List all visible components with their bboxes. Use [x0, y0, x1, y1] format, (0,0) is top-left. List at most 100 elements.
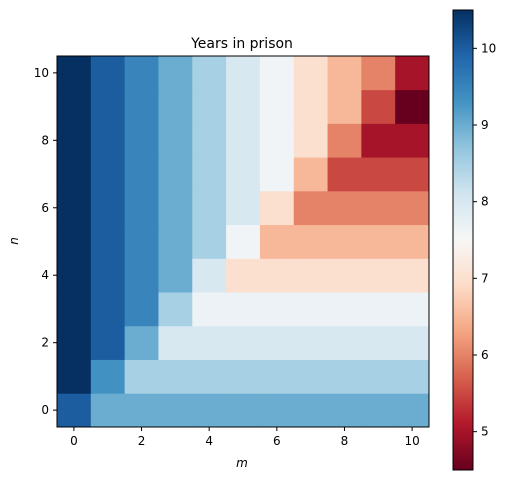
colorbar-tick-label: 10	[481, 41, 496, 55]
heatmap-cell	[91, 326, 125, 360]
heatmap-cell	[91, 393, 125, 427]
heatmap-cell	[260, 292, 294, 326]
x-tick-label: 4	[205, 434, 213, 448]
heatmap-cell	[226, 123, 260, 157]
heatmap-cell	[125, 292, 159, 326]
heatmap-cell	[158, 157, 192, 191]
heatmap-cell	[260, 123, 294, 157]
heatmap-cell	[125, 157, 159, 191]
heatmap-cell	[361, 123, 395, 157]
heatmap-cell	[395, 90, 429, 124]
heatmap-cell	[125, 360, 159, 394]
heatmap-cell	[361, 292, 395, 326]
colorbar-tick-label: 8	[481, 195, 489, 209]
x-tick-label: 2	[138, 434, 146, 448]
heatmap-cell	[260, 326, 294, 360]
heatmap-cell	[91, 90, 125, 124]
heatmap-cell	[125, 123, 159, 157]
heatmap-cell	[328, 191, 362, 225]
heatmap-cell	[158, 292, 192, 326]
heatmap-cell	[395, 191, 429, 225]
colorbar-tick-label: 6	[481, 348, 489, 362]
y-tick-label: 6	[41, 201, 49, 215]
heatmap-cell	[192, 90, 226, 124]
colorbar-tick-label: 9	[481, 118, 489, 132]
heatmap-cell	[328, 292, 362, 326]
heatmap-cell	[361, 90, 395, 124]
heatmap-cell	[226, 157, 260, 191]
heatmap-cells	[57, 56, 429, 427]
y-tick-label: 4	[41, 268, 49, 282]
heatmap-cell	[294, 326, 328, 360]
x-tick-label: 10	[404, 434, 419, 448]
x-tick-label: 6	[273, 434, 281, 448]
heatmap-cell	[158, 56, 192, 90]
heatmap-cell	[226, 56, 260, 90]
heatmap-cell	[294, 191, 328, 225]
heatmap-cell	[192, 292, 226, 326]
y-axis-label: n	[7, 237, 21, 245]
heatmap-cell	[125, 191, 159, 225]
heatmap-cell	[328, 90, 362, 124]
heatmap-cell	[395, 360, 429, 394]
heatmap-cell	[294, 56, 328, 90]
heatmap-cell	[91, 225, 125, 259]
heatmap-cell	[57, 191, 91, 225]
y-tick-label: 8	[41, 133, 49, 147]
heatmap-cell	[226, 191, 260, 225]
heatmap-cell	[395, 123, 429, 157]
heatmap-cell	[192, 123, 226, 157]
heatmap-cell	[91, 56, 125, 90]
heatmap-cell	[328, 225, 362, 259]
heatmap-cell	[192, 360, 226, 394]
heatmap-cell	[395, 292, 429, 326]
heatmap-cell	[158, 90, 192, 124]
heatmap-cell	[57, 225, 91, 259]
heatmap-cell	[125, 225, 159, 259]
heatmap-cell	[91, 191, 125, 225]
heatmap-cell	[226, 393, 260, 427]
heatmap-cell	[57, 157, 91, 191]
heatmap-cell	[395, 56, 429, 90]
heatmap-cell	[158, 326, 192, 360]
y-tick-label: 2	[41, 336, 49, 350]
heatmap-cell	[91, 258, 125, 292]
heatmap-cell	[192, 157, 226, 191]
heatmap-cell	[361, 157, 395, 191]
heatmap-cell	[192, 56, 226, 90]
heatmap-cell	[91, 157, 125, 191]
heatmap-cell	[57, 90, 91, 124]
heatmap-cell	[260, 360, 294, 394]
heatmap-cell	[91, 292, 125, 326]
heatmap-cell	[328, 123, 362, 157]
heatmap-cell	[361, 326, 395, 360]
heatmap-cell	[226, 258, 260, 292]
x-tick-label: 8	[341, 434, 349, 448]
heatmap-cell	[158, 258, 192, 292]
heatmap-cell	[361, 56, 395, 90]
heatmap-cell	[226, 326, 260, 360]
heatmap-cell	[226, 292, 260, 326]
heatmap-cell	[125, 393, 159, 427]
heatmap-cell	[361, 258, 395, 292]
colorbar	[453, 10, 473, 470]
heatmap-cell	[361, 191, 395, 225]
heatmap-cell	[328, 157, 362, 191]
heatmap-cell	[294, 123, 328, 157]
heatmap-cell	[158, 225, 192, 259]
heatmap-cell	[158, 191, 192, 225]
heatmap-cell	[192, 191, 226, 225]
heatmap-cell	[260, 191, 294, 225]
heatmap-cell	[57, 292, 91, 326]
heatmap-cell	[125, 326, 159, 360]
heatmap-cell	[192, 225, 226, 259]
heatmap-cell	[125, 258, 159, 292]
heatmap-cell	[226, 360, 260, 394]
heatmap-cell	[294, 90, 328, 124]
heatmap-cell	[226, 90, 260, 124]
heatmap-cell	[158, 393, 192, 427]
heatmap-cell	[158, 360, 192, 394]
heatmap-cell	[192, 326, 226, 360]
